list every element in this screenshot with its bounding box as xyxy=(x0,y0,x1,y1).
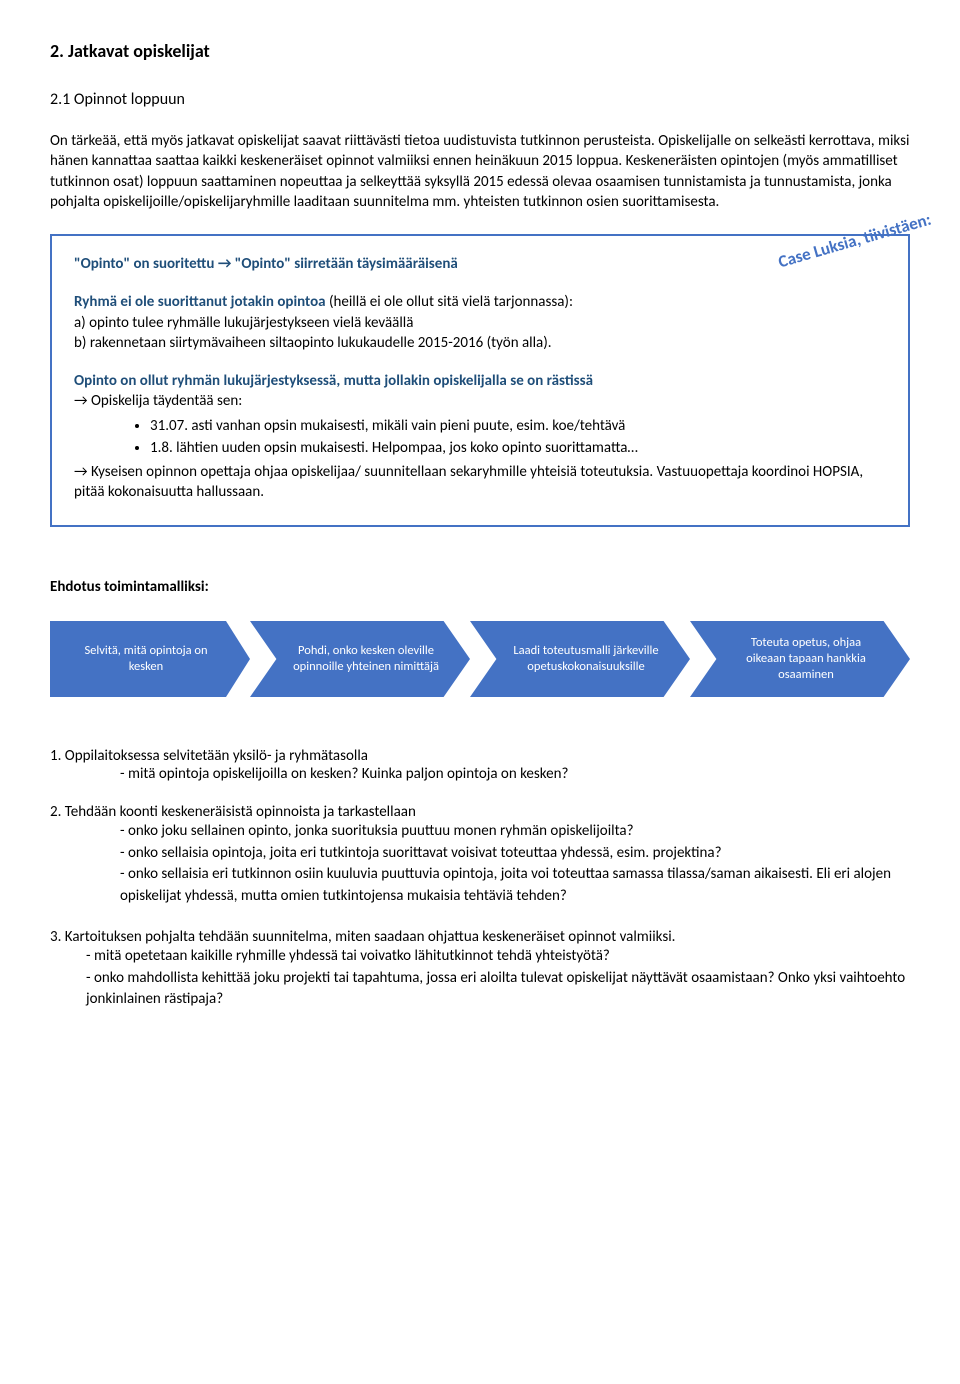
box-bullet-1: 31.07. asti vanhan opsin mukaisesti, mik… xyxy=(150,416,886,436)
box-line-2b: b) rakennetaan siirtymävaiheen siltaopin… xyxy=(74,334,552,352)
box-heading-3: Opinto on ollut ryhmän lukujärjestyksess… xyxy=(74,372,593,390)
process-arrows: Selvitä, mitä opintoja on kesken Pohdi, … xyxy=(50,621,910,697)
arrow-step-3: Laadi toteutusmalli järkeville opetuskok… xyxy=(470,621,690,697)
box-bullet-list: 31.07. asti vanhan opsin mukaisesti, mik… xyxy=(74,416,886,459)
box-heading-1: "Opinto" on suoritettu → "Opinto" siirre… xyxy=(74,255,458,273)
arrow-step-1: Selvitä, mitä opintoja on kesken xyxy=(50,621,250,697)
section-title: 2. Jatkavat opiskelijat xyxy=(50,40,910,62)
arrow-step-4: Toteuta opetus, ohjaa oikeaan tapaan han… xyxy=(690,621,910,697)
numbered-item-3: 3. Kartoituksen pohjalta tehdään suunnit… xyxy=(50,928,910,1011)
intro-paragraph: On tärkeää, että myös jatkavat opiskelij… xyxy=(50,131,910,212)
numbered-item-1: 1. Oppilaitoksessa selvitetään yksilö- j… xyxy=(50,747,910,783)
box-heading-2-rest: (heillä ei ole ollut sitä vielä tarjonna… xyxy=(326,293,573,311)
box-heading-2: Ryhmä ei ole suorittanut jotakin opintoa xyxy=(74,293,326,311)
box-line-3a: → Opiskelija täydentää sen: xyxy=(74,392,242,410)
box-bullet-2: 1.8. lähtien uuden opsin mukaisesti. Hel… xyxy=(150,438,886,458)
case-box: Case Luksia, tiivistäen: "Opinto" on suo… xyxy=(50,234,910,527)
box-line-2a: a) opinto tulee ryhmälle lukujärjestykse… xyxy=(74,314,413,332)
subsection-title: 2.1 Opinnot loppuun xyxy=(50,90,910,109)
suggestion-label: Ehdotus toimintamalliksi: xyxy=(50,577,910,597)
numbered-item-2: 2. Tehdään koonti keskeneräisistä opinno… xyxy=(50,803,910,908)
arrow-step-2: Pohdi, onko kesken oleville opinnoille y… xyxy=(250,621,470,697)
box-line-3b: → Kyseisen opinnon opettaja ohjaa opiske… xyxy=(74,462,886,503)
